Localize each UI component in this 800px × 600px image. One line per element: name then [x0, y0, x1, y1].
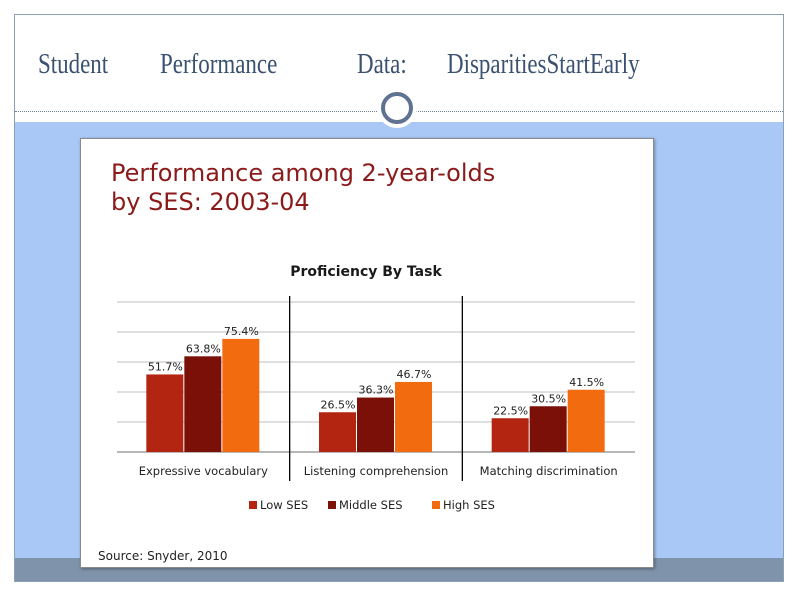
data-label: 30.5%	[531, 392, 566, 405]
legend-swatch	[432, 501, 440, 509]
data-label: 75.4%	[224, 325, 259, 338]
chart-heading: Performance among 2-year-olds by SES: 20…	[111, 159, 495, 217]
legend-swatch	[249, 501, 257, 509]
bar	[357, 397, 394, 452]
slide-title: Student Performance Data: DisparitiesSta…	[15, 45, 783, 95]
value-labels: 51.7%63.8%75.4% 26.5%36.3%46.7% 22.5%30.5%…	[148, 325, 604, 417]
ring-ornament-icon	[381, 92, 413, 124]
legend: Low SES Middle SES High SES	[249, 498, 495, 512]
data-label: 26.5%	[321, 398, 356, 411]
category-labels: Expressive vocabulary Listening comprehen…	[139, 464, 618, 478]
slide-frame: Student Performance Data: DisparitiesSta…	[14, 14, 784, 582]
title-word-3: Data:	[357, 49, 407, 80]
bar	[222, 338, 260, 452]
bar-chart: Proficiency By Task 51.7%63.8%75.4% 26.5%…	[117, 264, 635, 512]
legend-label: High SES	[443, 498, 495, 512]
data-label: 41.5%	[569, 376, 604, 389]
data-label: 63.8%	[186, 342, 221, 355]
data-label: 36.3%	[359, 384, 394, 397]
data-label: 22.5%	[493, 404, 528, 417]
title-word-2: Performance	[160, 49, 278, 80]
category-label: Expressive vocabulary	[139, 464, 268, 478]
title-word-1: Student	[38, 49, 109, 80]
bar	[529, 406, 567, 452]
chart-heading-line-1: Performance among 2-year-olds	[111, 159, 496, 187]
legend-swatch	[328, 501, 336, 509]
bar	[146, 374, 184, 452]
chart-heading-line-2: by SES: 2003-04	[111, 188, 310, 216]
bar	[567, 389, 605, 452]
source-note: Source: Snyder, 2010	[98, 549, 228, 563]
data-label: 51.7%	[148, 360, 183, 373]
bar	[491, 418, 529, 452]
category-label: Matching discrimination	[480, 464, 618, 478]
chart-panel: Performance among 2-year-olds by SES: 20…	[80, 138, 654, 568]
title-word-4: DisparitiesStartEarly	[447, 49, 640, 80]
legend-label: Middle SES	[339, 498, 403, 512]
category-label: Listening comprehension	[304, 464, 448, 478]
bars	[146, 338, 605, 452]
bar	[395, 381, 432, 452]
legend-label: Low SES	[260, 498, 308, 512]
bar	[184, 356, 222, 452]
data-label: 46.7%	[397, 368, 432, 381]
chart-title: Proficiency By Task	[290, 264, 442, 280]
bar	[319, 412, 356, 452]
